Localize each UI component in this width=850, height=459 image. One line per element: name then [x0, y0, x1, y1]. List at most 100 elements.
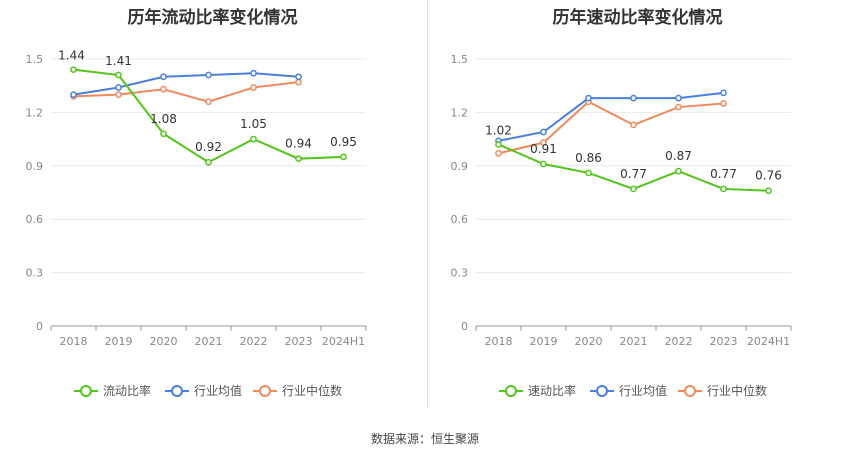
data-label: 0.94: [285, 137, 312, 151]
legend-label: 行业均值: [194, 383, 242, 398]
legend-label: 行业中位数: [707, 383, 767, 398]
legend-marker: [505, 385, 517, 397]
x-tick-label: 2020: [150, 335, 178, 348]
data-point: [115, 84, 122, 91]
data-point: [160, 73, 167, 81]
series-line: [73, 81, 299, 103]
legend-item[interactable]: 流动比率: [74, 383, 151, 398]
data-label: 0.77: [620, 167, 647, 181]
data-point: [675, 103, 682, 111]
y-tick-label: 0.3: [26, 267, 44, 280]
data-label: 1.02: [485, 123, 512, 137]
data-point: [160, 85, 167, 93]
legend-label: 行业中位数: [282, 383, 342, 398]
data-point: [115, 71, 122, 79]
quick-ratio-chart: 0 0.3 0.6 0.9 1.2 1.5 2018 2019 2020 2021 2022 2023…: [451, 53, 792, 398]
data-point: [540, 160, 547, 168]
y-tick-label: 0: [36, 320, 43, 333]
y-tick-label: 0.6: [451, 213, 469, 226]
data-point: [585, 169, 592, 177]
data-point: [540, 128, 547, 136]
legend-marker: [684, 385, 696, 397]
current-ratio-chart: 0 0.3 0.6 0.9 1.2 1.5 2018 2019 2020 2021 2022 2023…: [26, 49, 367, 398]
x-tick-label: 2020: [575, 335, 603, 348]
x-tick-label: 2022: [240, 335, 268, 348]
data-point: [720, 100, 727, 107]
series-line: [498, 91, 724, 142]
data-label: 0.86: [575, 151, 602, 165]
y-tick-label: 0.9: [26, 160, 44, 173]
data-point: [295, 73, 302, 81]
x-tick-label: 2021: [620, 335, 648, 348]
y-tick-label: 1.2: [451, 106, 469, 119]
y-tick-label: 1.5: [451, 53, 469, 66]
x-tick-label: 2023: [285, 335, 313, 348]
legend-item[interactable]: 行业均值: [165, 383, 242, 398]
data-label: 0.77: [710, 167, 737, 181]
data-point: [540, 139, 547, 147]
data-point: [495, 149, 502, 157]
data-point: [340, 153, 347, 161]
legend-marker: [171, 385, 183, 397]
legend-label: 速动比率: [528, 383, 576, 398]
data-label: 0.76: [755, 169, 782, 183]
current-ratio-panel: 历年流动比率变化情况 0 0.3 0.6 0.9 1.2 1.5 2018 2019 2020 2…: [0, 0, 425, 410]
x-tick-label: 2024H1: [322, 335, 365, 348]
legend-item[interactable]: 行业中位数: [253, 383, 342, 398]
data-point: [585, 94, 592, 102]
legend-item[interactable]: 行业中位数: [678, 383, 767, 398]
data-point: [295, 78, 302, 86]
data-point: [115, 91, 122, 98]
data-point: [495, 141, 502, 148]
x-tick-label: 2018: [485, 335, 513, 348]
x-tick-label: 2019: [530, 335, 558, 348]
data-label: 1.08: [150, 112, 177, 126]
data-label: 0.92: [195, 140, 222, 154]
data-point: [205, 71, 212, 79]
legend-marker: [596, 385, 608, 397]
y-tick-label: 0.3: [451, 267, 469, 280]
legend-marker: [259, 385, 271, 397]
data-point: [630, 94, 637, 102]
chart-title: 历年速动比率变化情况: [552, 8, 723, 28]
legend-marker: [80, 385, 92, 397]
x-tick-label: 2019: [105, 335, 133, 348]
data-label: 0.95: [330, 135, 357, 149]
data-label: 0.87: [665, 149, 692, 163]
data-point: [205, 158, 212, 166]
data-point: [250, 84, 257, 91]
quick-ratio-panel: 历年速动比率变化情况 0 0.3 0.6 0.9 1.2 1.5 2018 2019 2020 2…: [425, 0, 850, 410]
data-label: 1.44: [58, 49, 85, 63]
data-point: [205, 98, 212, 106]
panel-divider: [427, 0, 428, 408]
data-point: [765, 187, 772, 195]
data-point: [70, 66, 77, 74]
data-point: [295, 155, 302, 163]
data-point: [630, 121, 637, 129]
legend-label: 流动比率: [103, 383, 151, 398]
y-tick-label: 1.2: [26, 106, 44, 119]
data-label: 0.91: [530, 142, 557, 156]
y-tick-label: 0: [461, 320, 468, 333]
data-label: 1.41: [105, 54, 132, 68]
data-point: [720, 185, 727, 193]
legend-item[interactable]: 速动比率: [499, 383, 576, 398]
legend-label: 行业均值: [619, 383, 667, 398]
legend-item[interactable]: 行业均值: [590, 383, 667, 398]
x-tick-label: 2022: [665, 335, 693, 348]
x-tick-label: 2021: [195, 335, 223, 348]
data-point: [250, 135, 257, 143]
data-point: [250, 69, 257, 77]
data-source-note: 数据来源：恒生聚源: [370, 432, 479, 446]
chart-title: 历年流动比率变化情况: [127, 8, 298, 28]
x-tick-label: 2018: [60, 335, 88, 348]
data-point: [675, 167, 682, 175]
series-line: [498, 100, 724, 155]
data-point: [720, 89, 727, 97]
data-point: [160, 130, 167, 138]
series-line: [73, 72, 299, 96]
data-point: [675, 94, 682, 102]
y-tick-label: 1.5: [26, 53, 44, 66]
x-tick-label: 2023: [710, 335, 738, 348]
data-point: [630, 185, 637, 193]
